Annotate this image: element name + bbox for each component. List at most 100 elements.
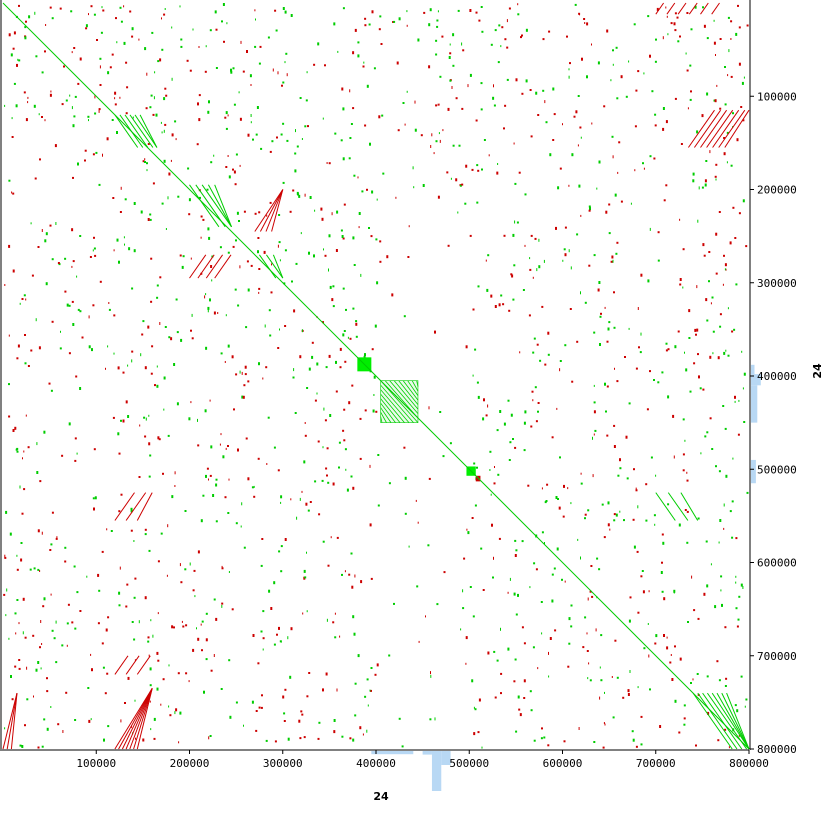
match-dot [672, 414, 675, 418]
match-dot [548, 651, 549, 655]
match-dot [722, 405, 725, 407]
match-dot [528, 314, 531, 317]
match-dot [736, 138, 739, 142]
match-dot [743, 421, 746, 423]
match-dot [112, 197, 115, 199]
match-dot [45, 282, 48, 286]
match-dot [55, 661, 58, 664]
match-dot [243, 546, 246, 549]
match-dot [603, 105, 606, 108]
match-segment-3 [214, 254, 232, 279]
match-dot [247, 288, 250, 292]
match-dot [340, 139, 343, 142]
match-dot [529, 257, 531, 260]
match-dot [84, 159, 86, 162]
match-dot [113, 352, 115, 355]
match-dot [12, 47, 15, 50]
match-dot [359, 457, 362, 460]
match-dot [140, 353, 142, 357]
match-dot [674, 12, 677, 15]
match-dot [623, 519, 625, 522]
match-dot [347, 336, 349, 339]
match-dot [292, 376, 295, 379]
match-dot [116, 131, 118, 134]
match-dot [262, 377, 264, 380]
match-dot [523, 679, 526, 683]
match-dot [663, 597, 666, 601]
match-dot [496, 659, 499, 662]
match-dot [326, 618, 328, 622]
match-dot [481, 30, 484, 33]
match-dot [457, 211, 459, 214]
match-dot [131, 27, 134, 31]
match-dot [442, 455, 445, 458]
match-dot [705, 160, 708, 162]
match-dot [293, 309, 296, 313]
match-dot [724, 685, 727, 687]
match-dot [174, 485, 176, 487]
match-dot [271, 140, 274, 143]
match-dot [586, 22, 589, 26]
match-dot [335, 249, 338, 252]
match-dot [474, 348, 477, 351]
match-dot [593, 254, 596, 257]
match-dot [678, 523, 681, 527]
match-dot [685, 52, 687, 55]
match-dot [662, 541, 665, 545]
match-dot [213, 311, 216, 315]
match-dot [671, 678, 674, 681]
match-segment-11 [125, 492, 147, 521]
match-dot [306, 610, 308, 613]
match-dot [524, 193, 527, 196]
match-dot [586, 75, 588, 79]
match-dot [540, 601, 543, 603]
match-dot [214, 10, 217, 14]
match-dot [613, 445, 616, 448]
match-dot [603, 722, 605, 724]
match-dot [339, 366, 342, 369]
match-dot [167, 524, 169, 528]
match-dot [688, 337, 691, 339]
match-dot [149, 106, 152, 109]
match-dot [541, 632, 543, 635]
match-dot [157, 612, 159, 615]
match-dot [71, 51, 73, 54]
match-dot [61, 103, 64, 106]
match-dot [519, 351, 521, 354]
match-dot [740, 583, 743, 587]
match-dot [435, 39, 438, 42]
match-dot [46, 727, 49, 731]
match-dot [514, 539, 517, 542]
match-dot [92, 304, 95, 307]
match-dot [61, 644, 64, 647]
match-dot [509, 577, 511, 581]
match-dot [283, 720, 286, 722]
match-dot [633, 545, 636, 549]
match-dot [22, 631, 24, 635]
match-dot [349, 337, 352, 340]
match-dot [709, 417, 712, 420]
match-dot [647, 279, 650, 283]
match-dot [604, 723, 606, 726]
match-dot [547, 353, 550, 356]
match-dot [16, 447, 19, 450]
match-dot [68, 304, 71, 307]
match-dot [501, 26, 504, 29]
match-segment-7 [721, 692, 750, 750]
match-dot [284, 61, 286, 64]
match-dot [446, 171, 449, 174]
match-dot [215, 28, 218, 31]
match-dot [489, 450, 492, 453]
match-dot [97, 622, 100, 625]
match-dot [364, 695, 367, 698]
match-dot [591, 43, 592, 46]
match-dot [499, 410, 502, 413]
match-dot [562, 259, 564, 262]
match-dot [282, 695, 285, 699]
match-dot [725, 268, 727, 271]
match-dot [225, 127, 228, 130]
match-dot [630, 202, 632, 205]
match-dot [663, 634, 665, 637]
match-dot [584, 517, 586, 520]
match-dot [254, 45, 257, 48]
